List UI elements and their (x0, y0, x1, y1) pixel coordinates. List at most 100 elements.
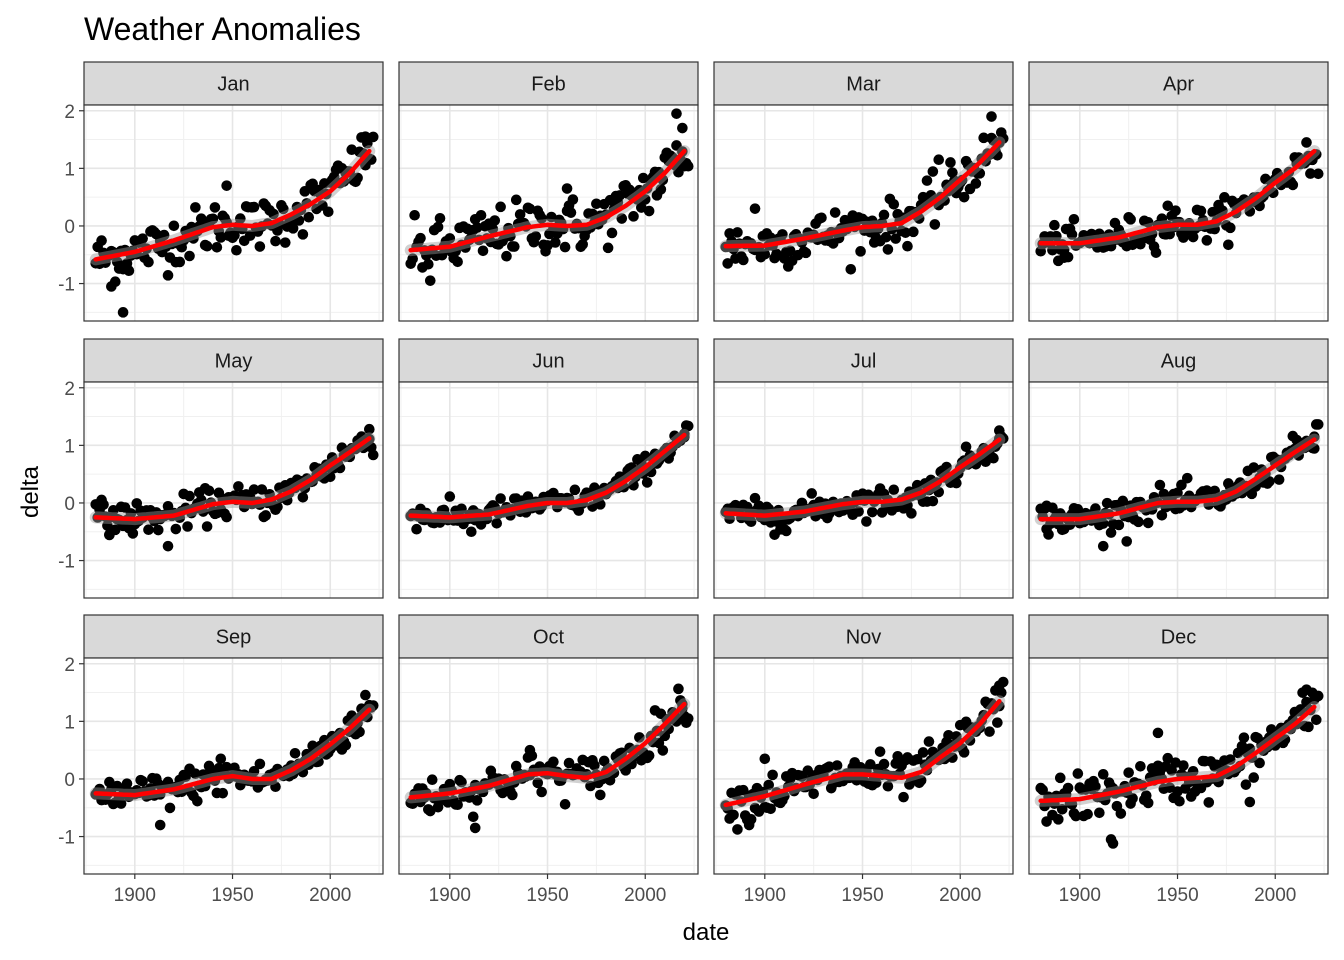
facet-panel-feb: Feb (398, 61, 699, 322)
x-tick-label: 1900 (429, 885, 471, 906)
data-point (673, 683, 684, 695)
data-point (1090, 781, 1101, 792)
data-point (1051, 230, 1062, 242)
facet-strip (713, 338, 1014, 383)
x-tick-label: 1900 (114, 885, 156, 906)
facet-strip-label: Oct (533, 627, 565, 649)
smooth-trend-line (408, 148, 687, 253)
data-point (594, 499, 606, 510)
facet-panel-jul: Jul (713, 338, 1014, 599)
data-point (777, 229, 788, 240)
chart-title: Weather Anomalies (84, 11, 361, 47)
data-point (561, 183, 573, 194)
data-point (334, 462, 346, 474)
data-point (346, 710, 358, 722)
data-point (469, 822, 481, 834)
data-point (563, 757, 575, 769)
data-point (880, 231, 892, 243)
data-point (616, 213, 628, 224)
data-point (1156, 213, 1168, 225)
panel-border (83, 657, 384, 875)
data-point (866, 215, 878, 227)
data-point (853, 506, 864, 517)
facet-strip (398, 61, 699, 106)
data-point (1295, 704, 1306, 715)
data-point (1187, 231, 1199, 243)
data-point (743, 819, 755, 831)
data-point (248, 484, 260, 495)
data-point (1162, 752, 1174, 764)
data-point (452, 256, 463, 268)
data-point (986, 111, 997, 122)
facet-strip-label: Jun (532, 351, 564, 373)
data-point (471, 222, 483, 233)
data-point (550, 237, 561, 248)
data-point (510, 194, 522, 206)
data-point (641, 477, 653, 488)
data-point (104, 529, 115, 540)
data-point (1181, 472, 1193, 484)
data-point (229, 229, 240, 241)
data-point (796, 497, 808, 509)
facet-strip-label: Aug (1161, 351, 1197, 373)
facet-panel-jan: Jan -1 0 1 2 (58, 61, 384, 322)
x-tick-label: 1950 (211, 885, 253, 906)
data-point (532, 777, 544, 789)
data-point (1162, 200, 1174, 212)
data-point (882, 244, 894, 255)
data-point (367, 131, 379, 143)
facet-strip (83, 338, 384, 383)
grid-lines (399, 105, 698, 321)
data-point (456, 776, 467, 788)
data-point (927, 166, 939, 177)
data-point (444, 491, 456, 502)
data-point (106, 281, 117, 292)
data-point (530, 231, 542, 242)
data-point (816, 212, 827, 224)
data-point (1154, 479, 1166, 491)
x-tick-label: 1950 (1156, 885, 1198, 906)
data-point (495, 493, 506, 504)
data-point (1037, 784, 1048, 796)
data-point (152, 524, 164, 536)
data-point (1056, 804, 1068, 815)
data-point (1097, 540, 1109, 552)
data-point (1053, 814, 1064, 825)
panel-background (399, 382, 698, 598)
data-point (1113, 519, 1125, 531)
grid-lines (714, 105, 1013, 321)
data-point (137, 233, 148, 244)
facet-strip (713, 614, 1014, 659)
facet-strip (1028, 61, 1329, 106)
smooth-trend-line (1038, 148, 1317, 246)
data-point (192, 795, 203, 807)
data-point (643, 750, 655, 761)
data-point (1244, 743, 1256, 754)
y-tick-label: 2 (64, 655, 75, 676)
data-point (270, 235, 281, 247)
data-point (279, 237, 291, 248)
data-point (174, 256, 186, 268)
data-point (221, 511, 232, 523)
data-point (1068, 213, 1080, 225)
data-point (143, 256, 154, 268)
facet-strip (713, 61, 1014, 106)
data-point (123, 265, 135, 276)
y-tick-label: -1 (58, 828, 75, 849)
data-point (1054, 772, 1066, 784)
data-point (297, 229, 309, 240)
data-point (456, 503, 467, 515)
data-point (272, 501, 283, 513)
data-point (671, 108, 682, 119)
x-tick-label: 1900 (744, 885, 786, 906)
data-point (1312, 690, 1324, 702)
data-point (870, 777, 882, 789)
data-point (340, 739, 352, 751)
data-point (628, 479, 639, 491)
data-point (215, 753, 227, 765)
y-tick-label: 0 (64, 494, 75, 515)
data-point (994, 680, 1005, 691)
smooth-trend-line (723, 140, 1002, 249)
data-point (947, 752, 958, 763)
data-point (882, 780, 894, 792)
